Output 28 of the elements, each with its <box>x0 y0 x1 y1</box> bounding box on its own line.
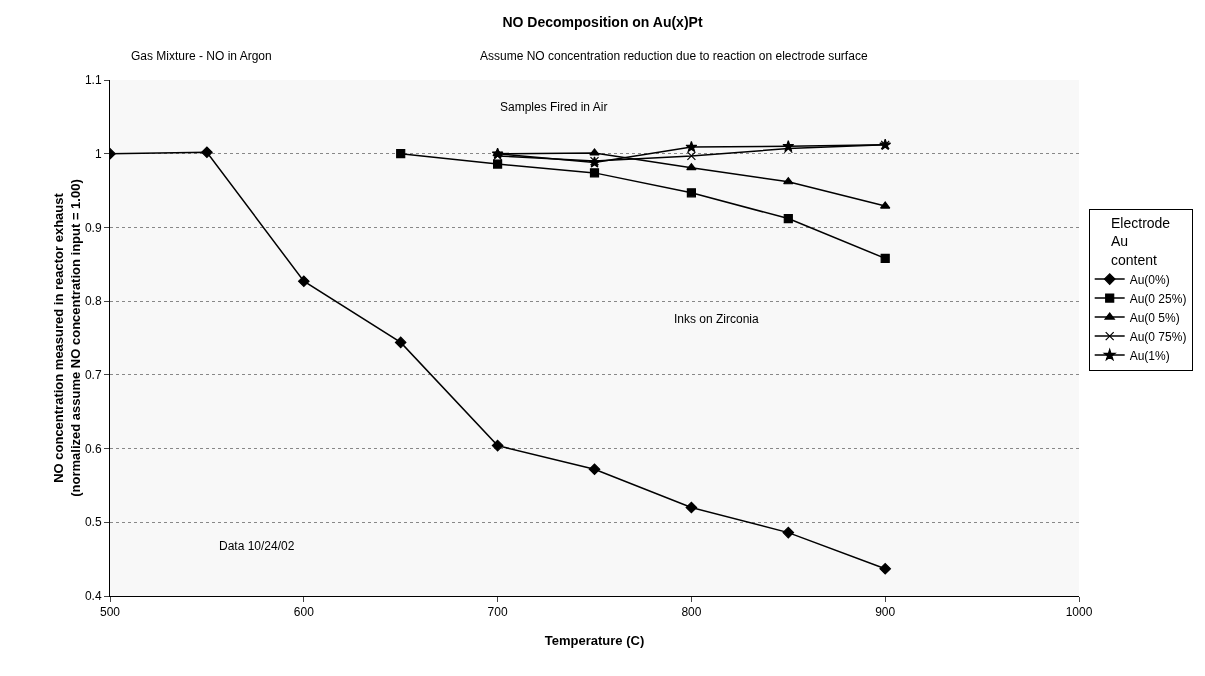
y-tick-label: 0.4 <box>84 589 102 604</box>
legend-label: Au(1%) <box>1129 348 1170 363</box>
legend-label: Au(0 5%) <box>1129 310 1180 325</box>
x-tick-label: 700 <box>487 605 508 620</box>
y-tick-label: 0.8 <box>84 294 102 309</box>
annotation: Data 10/24/02 <box>219 539 295 553</box>
y-tick-label: 0.7 <box>84 368 102 383</box>
legend-label: Au(0%) <box>1129 272 1170 287</box>
chart-title: NO Decomposition on Au(x)Pt <box>502 13 703 30</box>
y-axis-title: NO concentration measured in reactor exhaust (normalized assume NO concentration input = 1.00) <box>51 179 83 497</box>
x-tick-label: 600 <box>293 605 315 620</box>
legend-label: Au(0 75%) <box>1129 329 1187 344</box>
y-tick-label: 0.6 <box>84 441 102 456</box>
text: Gas Mixture - NO in Argon <box>131 49 272 63</box>
annotation: Samples Fired in Air <box>500 100 608 114</box>
annotation: Inks on Zirconia <box>674 312 760 326</box>
x-tick-label: 900 <box>875 605 896 620</box>
legend-title: Electrode Au content <box>1111 215 1171 268</box>
x-axis-title: Temperature (C) <box>544 633 645 648</box>
text: Assume NO concentration reduction due to reaction on electrode surface <box>480 49 868 63</box>
x-tick-label: 1000 <box>1065 605 1093 620</box>
y-tick-label: 1 <box>94 146 102 161</box>
y-tick-label: 1.1 <box>84 73 102 88</box>
x-tick-label: 800 <box>681 605 702 620</box>
y-tick-label: 0.9 <box>84 220 102 235</box>
x-tick-label: 500 <box>99 605 121 620</box>
y-tick-label: 0.5 <box>84 515 102 530</box>
legend-label: Au(0 25%) <box>1129 291 1187 306</box>
